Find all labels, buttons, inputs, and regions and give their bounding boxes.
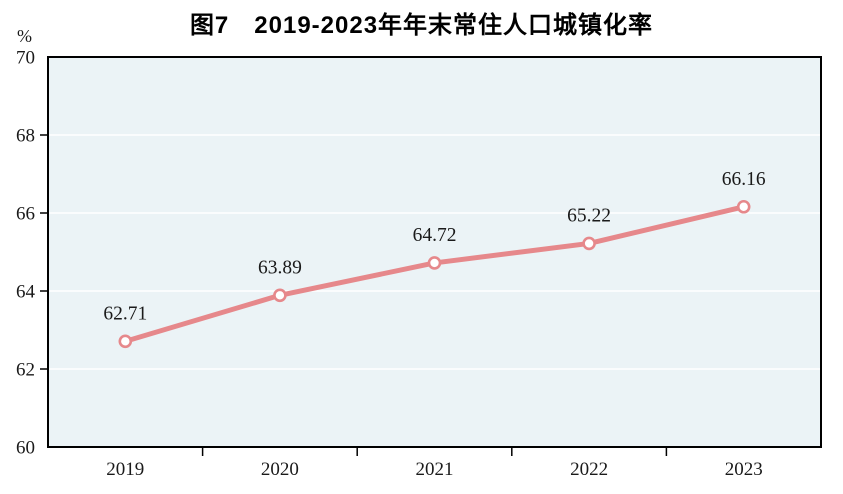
data-point-label: 63.89 [258, 257, 302, 278]
data-point-marker [427, 256, 442, 270]
x-axis-label: 2023 [725, 459, 763, 480]
data-point-label: 64.72 [413, 225, 457, 246]
plot-area [47, 56, 822, 448]
data-point-marker [118, 334, 133, 349]
chart-title: 图7 2019-2023年年末常住人口城镇化率 [189, 12, 654, 39]
y-axis-label: 62 [16, 360, 35, 381]
y-axis-label: 70 [16, 48, 35, 69]
y-axis-label: 64 [16, 282, 36, 303]
data-point-label: 62.71 [103, 303, 147, 324]
data-point-marker [273, 288, 287, 303]
data-point-marker [736, 199, 751, 214]
data-point-marker [582, 236, 596, 251]
x-axis-label: 2019 [106, 459, 144, 480]
x-axis-label: 2020 [261, 459, 299, 480]
data-point-label: 65.22 [567, 205, 611, 226]
y-axis-unit-label: % [17, 26, 32, 46]
x-axis-label: 2022 [570, 459, 608, 480]
x-axis-label: 2021 [416, 459, 454, 480]
data-point-label: 66.16 [722, 169, 766, 190]
y-axis-label: 68 [16, 126, 35, 147]
y-axis-label: 60 [16, 438, 35, 459]
y-axis-label: 66 [16, 204, 35, 225]
